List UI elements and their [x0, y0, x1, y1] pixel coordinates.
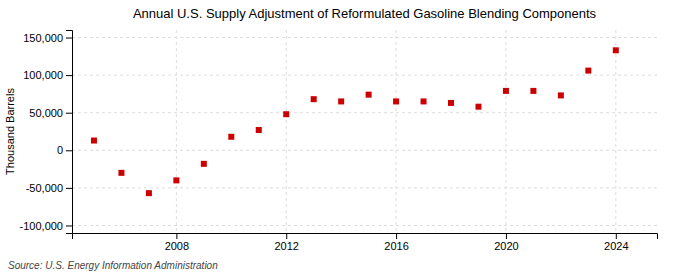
- point: [448, 100, 454, 106]
- point: [201, 161, 207, 167]
- source: Source: U.S. Energy Information Administ…: [8, 260, 218, 271]
- tick-mark: [66, 188, 72, 189]
- tick-mark: [506, 233, 507, 239]
- tick: 2016: [384, 233, 408, 252]
- point: [338, 98, 344, 104]
- grid-line: [72, 150, 657, 151]
- point: [530, 88, 536, 94]
- tick-mark: [286, 233, 287, 239]
- point: [228, 134, 234, 140]
- tick-mark: [396, 233, 397, 239]
- grid-line: [396, 30, 397, 233]
- point: [256, 127, 262, 133]
- axis-line: [73, 234, 658, 240]
- tick: 50,000: [29, 107, 72, 119]
- point: [475, 104, 481, 110]
- tick-label: 100,000: [23, 69, 63, 81]
- point: [311, 96, 317, 102]
- point: [173, 177, 179, 183]
- grid-line: [72, 225, 657, 226]
- x-axis: 2008 2012 2016 2020 2024: [73, 233, 658, 252]
- grid-line: [176, 30, 177, 233]
- point: [585, 68, 591, 74]
- tick-label: -50,000: [26, 182, 63, 194]
- point: [503, 88, 509, 94]
- tick: 150,000: [23, 32, 72, 44]
- tick-label: 50,000: [29, 107, 63, 119]
- grid-line: [505, 30, 506, 233]
- point: [283, 111, 289, 117]
- tick-mark: [176, 233, 177, 239]
- tick-label: 2020: [494, 240, 518, 252]
- title: Annual U.S. Supply Adjustment of Reformu…: [133, 6, 597, 21]
- tick: 2008: [165, 233, 189, 252]
- tick-label: 0: [57, 144, 63, 156]
- tick-mark: [66, 38, 72, 39]
- point: [393, 98, 399, 104]
- tick-label: 150,000: [23, 32, 63, 44]
- point: [91, 138, 97, 144]
- points: [91, 47, 619, 196]
- tick-label: 2008: [165, 240, 189, 252]
- point: [558, 92, 564, 98]
- grid-line: [615, 30, 616, 233]
- plot-area: 2008 2012 2016 2020 2024 -100,000 -50,000 0 50,0…: [20, 30, 658, 252]
- y-axis: -100,000 -50,000 0 50,000 100,000 150,000: [20, 31, 73, 234]
- grid-line: [72, 187, 657, 188]
- tick: 100,000: [23, 69, 72, 81]
- y-axis-title: Thousand Barrels: [4, 88, 16, 175]
- grid-line: [72, 112, 657, 113]
- tick: 2012: [274, 233, 298, 252]
- grid-line: [286, 30, 287, 233]
- tick: -100,000: [20, 220, 72, 232]
- tick: 2024: [604, 233, 628, 252]
- tick: 2020: [494, 233, 518, 252]
- chart: 2008 2012 2016 2020 2024 -100,000 -50,000 0 50,0…: [0, 0, 675, 275]
- tick-mark: [66, 225, 72, 226]
- point: [146, 190, 152, 196]
- tick: 0: [57, 144, 72, 156]
- tick-label: 2024: [604, 240, 628, 252]
- grid-line: [72, 37, 657, 38]
- tick-mark: [616, 233, 617, 239]
- grid-line: [72, 75, 657, 76]
- grid: [72, 30, 657, 233]
- point: [366, 92, 372, 98]
- tick-label: 2016: [384, 240, 408, 252]
- axis-line: [66, 31, 73, 234]
- point: [613, 47, 619, 53]
- tick: -50,000: [26, 182, 72, 194]
- tick-mark: [66, 113, 72, 114]
- point: [118, 170, 124, 176]
- tick-mark: [66, 150, 72, 151]
- tick-label: -100,000: [20, 220, 63, 232]
- tick-mark: [66, 75, 72, 76]
- point: [421, 98, 427, 104]
- tick-label: 2012: [274, 240, 298, 252]
